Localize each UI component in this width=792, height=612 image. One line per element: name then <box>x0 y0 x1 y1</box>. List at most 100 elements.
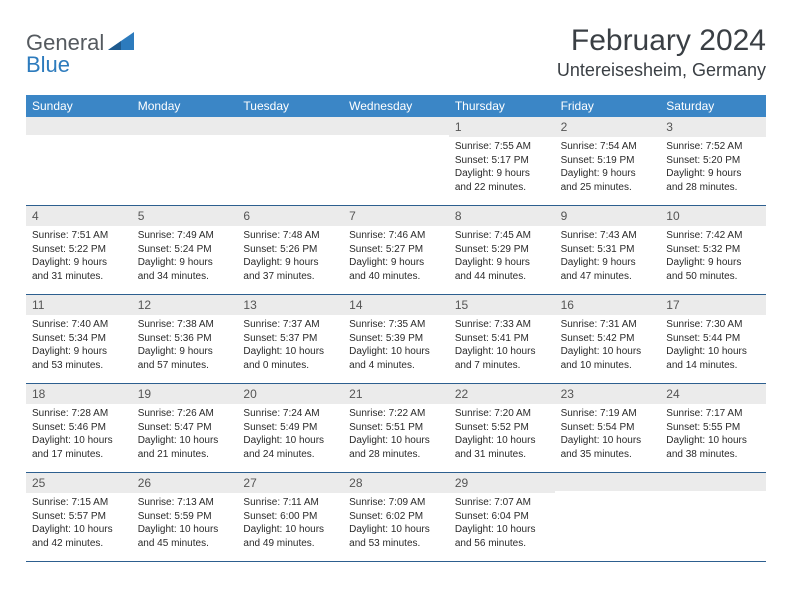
day-body: Sunrise: 7:24 AMSunset: 5:49 PMDaylight:… <box>237 404 343 465</box>
sunrise-text: Sunrise: 7:40 AM <box>32 318 126 332</box>
day-cell <box>237 117 343 205</box>
weekday-wed: Wednesday <box>343 95 449 117</box>
daylight1-text: Daylight: 9 hours <box>561 167 655 181</box>
day-number: 18 <box>26 384 132 404</box>
sunrise-text: Sunrise: 7:19 AM <box>561 407 655 421</box>
sunrise-text: Sunrise: 7:38 AM <box>138 318 232 332</box>
day-cell: 14Sunrise: 7:35 AMSunset: 5:39 PMDayligh… <box>343 295 449 383</box>
day-cell: 6Sunrise: 7:48 AMSunset: 5:26 PMDaylight… <box>237 206 343 294</box>
day-body: Sunrise: 7:42 AMSunset: 5:32 PMDaylight:… <box>660 226 766 287</box>
daylight2-text: and 21 minutes. <box>138 448 232 462</box>
daylight1-text: Daylight: 10 hours <box>138 523 232 537</box>
title-block: February 2024 Untereisesheim, Germany <box>557 24 766 81</box>
sunset-text: Sunset: 5:57 PM <box>32 510 126 524</box>
daylight1-text: Daylight: 9 hours <box>666 256 760 270</box>
day-number: 1 <box>449 117 555 137</box>
day-cell: 16Sunrise: 7:31 AMSunset: 5:42 PMDayligh… <box>555 295 661 383</box>
day-cell: 19Sunrise: 7:26 AMSunset: 5:47 PMDayligh… <box>132 384 238 472</box>
daylight2-text: and 31 minutes. <box>32 270 126 284</box>
daylight1-text: Daylight: 10 hours <box>32 523 126 537</box>
daylight2-text: and 38 minutes. <box>666 448 760 462</box>
day-number: 27 <box>237 473 343 493</box>
day-body: Sunrise: 7:26 AMSunset: 5:47 PMDaylight:… <box>132 404 238 465</box>
sunset-text: Sunset: 5:51 PM <box>349 421 443 435</box>
day-number: 15 <box>449 295 555 315</box>
sunrise-text: Sunrise: 7:24 AM <box>243 407 337 421</box>
day-cell: 28Sunrise: 7:09 AMSunset: 6:02 PMDayligh… <box>343 473 449 561</box>
day-number: 3 <box>660 117 766 137</box>
daylight2-text: and 24 minutes. <box>243 448 337 462</box>
day-cell <box>343 117 449 205</box>
day-body: Sunrise: 7:35 AMSunset: 5:39 PMDaylight:… <box>343 315 449 376</box>
day-cell: 24Sunrise: 7:17 AMSunset: 5:55 PMDayligh… <box>660 384 766 472</box>
daylight1-text: Daylight: 10 hours <box>349 345 443 359</box>
weekday-thu: Thursday <box>449 95 555 117</box>
day-body: Sunrise: 7:55 AMSunset: 5:17 PMDaylight:… <box>449 137 555 198</box>
day-number: 24 <box>660 384 766 404</box>
day-cell <box>660 473 766 561</box>
day-number: 8 <box>449 206 555 226</box>
daylight2-text: and 57 minutes. <box>138 359 232 373</box>
day-cell: 11Sunrise: 7:40 AMSunset: 5:34 PMDayligh… <box>26 295 132 383</box>
weekday-tue: Tuesday <box>237 95 343 117</box>
sunset-text: Sunset: 6:04 PM <box>455 510 549 524</box>
brand-blue: Blue <box>26 52 70 77</box>
sunset-text: Sunset: 5:41 PM <box>455 332 549 346</box>
day-body: Sunrise: 7:09 AMSunset: 6:02 PMDaylight:… <box>343 493 449 554</box>
daylight2-text: and 4 minutes. <box>349 359 443 373</box>
daylight2-text: and 10 minutes. <box>561 359 655 373</box>
sunrise-text: Sunrise: 7:09 AM <box>349 496 443 510</box>
day-body: Sunrise: 7:22 AMSunset: 5:51 PMDaylight:… <box>343 404 449 465</box>
daylight1-text: Daylight: 9 hours <box>666 167 760 181</box>
sunrise-text: Sunrise: 7:49 AM <box>138 229 232 243</box>
week-row: 4Sunrise: 7:51 AMSunset: 5:22 PMDaylight… <box>26 206 766 295</box>
sunset-text: Sunset: 6:02 PM <box>349 510 443 524</box>
daylight2-text: and 25 minutes. <box>561 181 655 195</box>
week-row: 25Sunrise: 7:15 AMSunset: 5:57 PMDayligh… <box>26 473 766 562</box>
day-body: Sunrise: 7:13 AMSunset: 5:59 PMDaylight:… <box>132 493 238 554</box>
sunset-text: Sunset: 5:39 PM <box>349 332 443 346</box>
day-body: Sunrise: 7:33 AMSunset: 5:41 PMDaylight:… <box>449 315 555 376</box>
sunset-text: Sunset: 5:47 PM <box>138 421 232 435</box>
sunrise-text: Sunrise: 7:54 AM <box>561 140 655 154</box>
day-body: Sunrise: 7:19 AMSunset: 5:54 PMDaylight:… <box>555 404 661 465</box>
day-body: Sunrise: 7:31 AMSunset: 5:42 PMDaylight:… <box>555 315 661 376</box>
day-number: 4 <box>26 206 132 226</box>
daylight2-text: and 49 minutes. <box>243 537 337 551</box>
daylight2-text: and 22 minutes. <box>455 181 549 195</box>
day-body: Sunrise: 7:20 AMSunset: 5:52 PMDaylight:… <box>449 404 555 465</box>
day-body: Sunrise: 7:46 AMSunset: 5:27 PMDaylight:… <box>343 226 449 287</box>
daylight1-text: Daylight: 10 hours <box>32 434 126 448</box>
day-number: 2 <box>555 117 661 137</box>
brand-triangle-icon <box>108 32 134 55</box>
sunset-text: Sunset: 5:19 PM <box>561 154 655 168</box>
sunrise-text: Sunrise: 7:46 AM <box>349 229 443 243</box>
day-body: Sunrise: 7:52 AMSunset: 5:20 PMDaylight:… <box>660 137 766 198</box>
daylight2-text: and 53 minutes. <box>32 359 126 373</box>
day-body: Sunrise: 7:17 AMSunset: 5:55 PMDaylight:… <box>660 404 766 465</box>
weeks-container: 1Sunrise: 7:55 AMSunset: 5:17 PMDaylight… <box>26 117 766 562</box>
day-cell <box>132 117 238 205</box>
sunset-text: Sunset: 5:31 PM <box>561 243 655 257</box>
daylight2-text: and 28 minutes. <box>349 448 443 462</box>
daylight1-text: Daylight: 9 hours <box>349 256 443 270</box>
daylight2-text: and 31 minutes. <box>455 448 549 462</box>
sunset-text: Sunset: 5:54 PM <box>561 421 655 435</box>
weekday-fri: Friday <box>555 95 661 117</box>
sunrise-text: Sunrise: 7:43 AM <box>561 229 655 243</box>
week-row: 1Sunrise: 7:55 AMSunset: 5:17 PMDaylight… <box>26 117 766 206</box>
day-number: 13 <box>237 295 343 315</box>
day-number <box>555 473 661 491</box>
day-number: 11 <box>26 295 132 315</box>
sunrise-text: Sunrise: 7:51 AM <box>32 229 126 243</box>
day-body: Sunrise: 7:54 AMSunset: 5:19 PMDaylight:… <box>555 137 661 198</box>
sunset-text: Sunset: 5:55 PM <box>666 421 760 435</box>
day-cell: 18Sunrise: 7:28 AMSunset: 5:46 PMDayligh… <box>26 384 132 472</box>
sunset-text: Sunset: 5:49 PM <box>243 421 337 435</box>
day-body: Sunrise: 7:11 AMSunset: 6:00 PMDaylight:… <box>237 493 343 554</box>
daylight2-text: and 44 minutes. <box>455 270 549 284</box>
daylight1-text: Daylight: 10 hours <box>455 523 549 537</box>
daylight1-text: Daylight: 10 hours <box>561 434 655 448</box>
day-number: 7 <box>343 206 449 226</box>
daylight2-text: and 40 minutes. <box>349 270 443 284</box>
